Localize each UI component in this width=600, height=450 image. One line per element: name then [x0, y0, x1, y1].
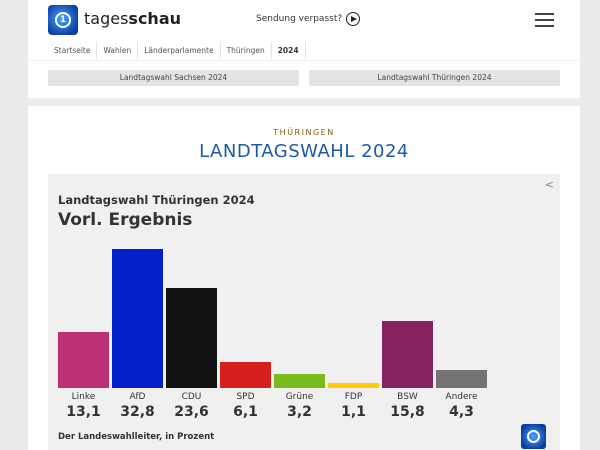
bar-bsw — [382, 321, 433, 388]
tab-thueringen[interactable]: Landtagswahl Thüringen 2024 — [309, 70, 560, 86]
breadcrumb-item[interactable]: Wahlen — [97, 42, 139, 59]
bar-grüne — [274, 374, 325, 388]
bar-afd — [112, 249, 163, 388]
hamburger-icon[interactable] — [535, 13, 554, 31]
bar-value: 15,8 — [390, 404, 425, 420]
bar-label: Linke — [71, 392, 96, 402]
breadcrumb-item[interactable]: Startseite — [48, 42, 98, 59]
tagesschau-logo-icon — [521, 424, 546, 449]
bar-spd — [220, 362, 271, 388]
missed-label: Sendung verpasst? — [256, 14, 343, 24]
bar-value: 23,6 — [174, 404, 209, 420]
bar-label: CDU — [181, 392, 202, 402]
tagesschau-logo-icon[interactable]: 1 — [48, 5, 78, 35]
sendung-verpasst-link[interactable]: Sendung verpasst? — [256, 12, 361, 26]
bar-label: SPD — [236, 392, 255, 402]
brand-light: tages — [84, 9, 129, 28]
chart-subtitle: Vorl. Ergebnis — [58, 210, 193, 230]
bar-label: Andere — [445, 392, 478, 402]
bar-value: 32,8 — [120, 404, 155, 420]
divider — [28, 60, 580, 61]
bar-linke — [58, 332, 109, 388]
share-icon[interactable]: < — [544, 178, 554, 191]
chart-source: Der Landeswahlleiter, in Prozent — [58, 432, 215, 442]
bar-value: 13,1 — [66, 404, 101, 420]
bar-value: 4,3 — [449, 404, 474, 420]
bar-label: Grüne — [285, 392, 314, 402]
bar-label: AfD — [129, 392, 146, 402]
breadcrumb-current: 2024 — [272, 42, 306, 59]
bar-value: 1,1 — [341, 404, 366, 420]
breadcrumb: Startseite Wahlen Länderparlamente Thüri… — [48, 42, 306, 59]
bar-value: 6,1 — [233, 404, 258, 420]
bar-andere — [436, 369, 487, 388]
bar-label: FDP — [344, 392, 363, 402]
chart-title: Landtagswahl Thüringen 2024 — [58, 193, 255, 207]
page-title: LANDTAGSWAHL 2024 — [199, 141, 409, 162]
brand-bold: schau — [128, 9, 182, 28]
bar-value: 3,2 — [287, 404, 312, 420]
kicker: THÜRINGEN — [273, 128, 335, 137]
bar-label: BSW — [397, 392, 418, 402]
breadcrumb-item[interactable]: Thüringen — [221, 42, 272, 59]
site-header: 1 tagesschau Sendung verpasst? Startseit… — [28, 0, 580, 98]
election-chart: Landtagswahl Thüringen 2024 Vorl. Ergebn… — [48, 174, 560, 450]
breadcrumb-item[interactable]: Länderparlamente — [138, 42, 221, 59]
tab-sachsen[interactable]: Landtagswahl Sachsen 2024 — [48, 70, 299, 86]
bar-fdp — [328, 383, 379, 388]
bar-cdu — [166, 287, 217, 388]
brand-name[interactable]: tagesschau — [84, 9, 181, 28]
play-icon — [346, 12, 361, 26]
main-content: THÜRINGEN LANDTAGSWAHL 2024 Landtagswahl… — [28, 106, 580, 450]
